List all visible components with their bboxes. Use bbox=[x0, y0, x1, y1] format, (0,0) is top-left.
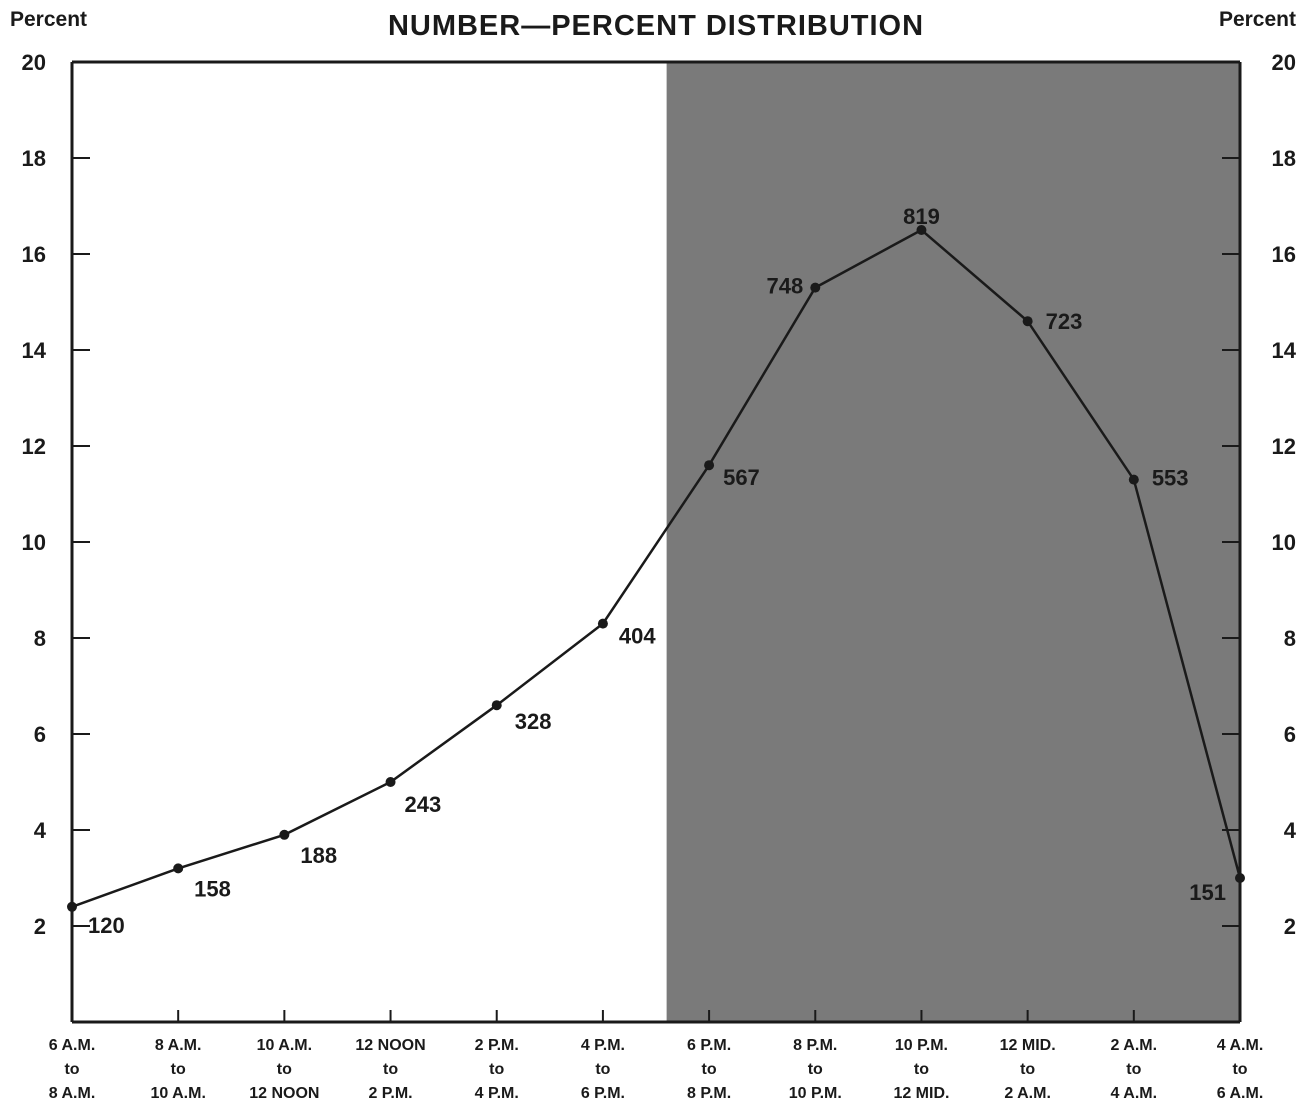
y-tick-label-right: 6 bbox=[1284, 722, 1296, 747]
y-tick-label-left: 20 bbox=[22, 50, 46, 75]
x-tick-label: to bbox=[1232, 1061, 1247, 1078]
x-tick-label: 8 P.M. bbox=[793, 1037, 837, 1054]
x-tick-label: 8 A.M. bbox=[155, 1037, 202, 1054]
y-tick-label-right: 2 bbox=[1284, 914, 1296, 939]
y-tick-label-left: 12 bbox=[22, 434, 46, 459]
x-tick-label: 8 A.M. bbox=[49, 1085, 96, 1102]
y-axis-label-left: Percent bbox=[10, 8, 88, 31]
x-tick-label: 10 P.M. bbox=[895, 1037, 948, 1054]
shaded-region bbox=[666, 62, 1240, 1022]
data-label: 553 bbox=[1152, 466, 1189, 491]
x-tick-label: 12 MID. bbox=[893, 1085, 949, 1102]
axes-layer: 2 2 4 4 6 6 8 8 10 10 12 12 14 14 16 16 18 18 20 20 6 A.M. to… bbox=[22, 50, 1297, 1102]
x-tick-label: 10 A.M. bbox=[150, 1085, 205, 1102]
data-point bbox=[491, 700, 502, 711]
y-tick-label-left: 6 bbox=[34, 722, 46, 747]
data-point bbox=[1235, 873, 1245, 883]
x-tick-label: 6 A.M. bbox=[1217, 1085, 1264, 1102]
data-point bbox=[704, 460, 715, 471]
data-label: 120 bbox=[88, 913, 125, 938]
data-point bbox=[810, 282, 821, 293]
data-label: 748 bbox=[767, 274, 804, 299]
labels-layer: 120 158 188 243 328 404 567 748 819 723 553 151 bbox=[88, 204, 1226, 938]
x-tick-label: to bbox=[1126, 1061, 1141, 1078]
y-tick-label-right: 12 bbox=[1272, 434, 1296, 459]
x-tick-label: to bbox=[489, 1061, 504, 1078]
data-point bbox=[173, 863, 184, 874]
y-tick-label-left: 16 bbox=[22, 242, 46, 267]
y-tick-label-left: 18 bbox=[22, 146, 46, 171]
x-tick-label: 2 P.M. bbox=[475, 1037, 519, 1054]
x-tick-label: 10 A.M. bbox=[257, 1037, 312, 1054]
x-tick-label: 12 NOON bbox=[355, 1037, 425, 1054]
x-tick-label: to bbox=[808, 1061, 823, 1078]
data-label: 404 bbox=[619, 624, 656, 649]
x-tick-label: to bbox=[171, 1061, 186, 1078]
data-point bbox=[916, 225, 927, 235]
x-tick-label: 2 A.M. bbox=[1004, 1085, 1051, 1102]
y-tick-label-left: 4 bbox=[34, 818, 47, 843]
data-label: 158 bbox=[194, 876, 231, 901]
x-tick-label: to bbox=[914, 1061, 929, 1078]
x-tick-label: to bbox=[383, 1061, 398, 1078]
data-label: 819 bbox=[903, 204, 940, 229]
y-tick-label-right: 16 bbox=[1272, 242, 1296, 267]
x-tick-label: 4 P.M. bbox=[581, 1037, 625, 1054]
data-label: 188 bbox=[300, 843, 337, 868]
series-line bbox=[71, 228, 1242, 908]
y-axis-label-right: Percent bbox=[1218, 8, 1296, 31]
x-tick-label: to bbox=[702, 1061, 717, 1078]
data-label: 243 bbox=[405, 792, 442, 817]
x-tick-label: 12 MID. bbox=[1000, 1037, 1056, 1054]
x-tick-label: to bbox=[277, 1061, 292, 1078]
x-tick-label: 2 P.M. bbox=[368, 1085, 412, 1102]
y-tick-label-right: 18 bbox=[1272, 146, 1296, 171]
data-point bbox=[279, 829, 290, 840]
y-tick-label-left: 10 bbox=[22, 530, 46, 555]
x-tick-label: 10 P.M. bbox=[789, 1085, 842, 1102]
x-tick-label: 2 A.M. bbox=[1111, 1037, 1158, 1054]
y-tick-label-left: 8 bbox=[34, 626, 46, 651]
y-tick-label-right: 8 bbox=[1284, 626, 1296, 651]
data-point bbox=[67, 901, 77, 912]
x-tick-label: 12 NOON bbox=[249, 1085, 319, 1102]
x-tick-label: 4 P.M. bbox=[475, 1085, 519, 1102]
series-layer bbox=[67, 225, 1245, 912]
data-point bbox=[1022, 316, 1033, 327]
x-tick-label: 4 A.M. bbox=[1111, 1085, 1158, 1102]
data-label: 328 bbox=[515, 709, 552, 734]
x-tick-label: to bbox=[595, 1061, 610, 1078]
x-tick-label: 6 A.M. bbox=[49, 1037, 96, 1054]
y-tick-label-right: 10 bbox=[1272, 530, 1296, 555]
data-label: 567 bbox=[723, 465, 760, 490]
x-tick-label: 6 P.M. bbox=[581, 1085, 625, 1102]
data-point bbox=[597, 618, 608, 629]
x-tick-label: to bbox=[1020, 1061, 1035, 1078]
shaded-region-layer bbox=[666, 62, 1240, 1022]
x-tick-label: 6 P.M. bbox=[687, 1037, 731, 1054]
y-tick-label-left: 2 bbox=[34, 914, 46, 939]
data-label: 723 bbox=[1046, 309, 1083, 334]
chart-title: NUMBER—PERCENT DISTRIBUTION bbox=[387, 10, 925, 42]
y-tick-label-right: 20 bbox=[1272, 50, 1296, 75]
y-tick-label-right: 14 bbox=[1272, 338, 1297, 363]
y-tick-label-left: 14 bbox=[22, 338, 47, 363]
x-tick-label: to bbox=[64, 1061, 79, 1078]
x-tick-label: 8 P.M. bbox=[687, 1085, 731, 1102]
data-label: 151 bbox=[1189, 880, 1226, 905]
data-point bbox=[385, 777, 396, 787]
x-tick-label: 4 A.M. bbox=[1217, 1037, 1264, 1054]
y-tick-label-right: 4 bbox=[1284, 818, 1297, 843]
data-point bbox=[1128, 474, 1139, 485]
